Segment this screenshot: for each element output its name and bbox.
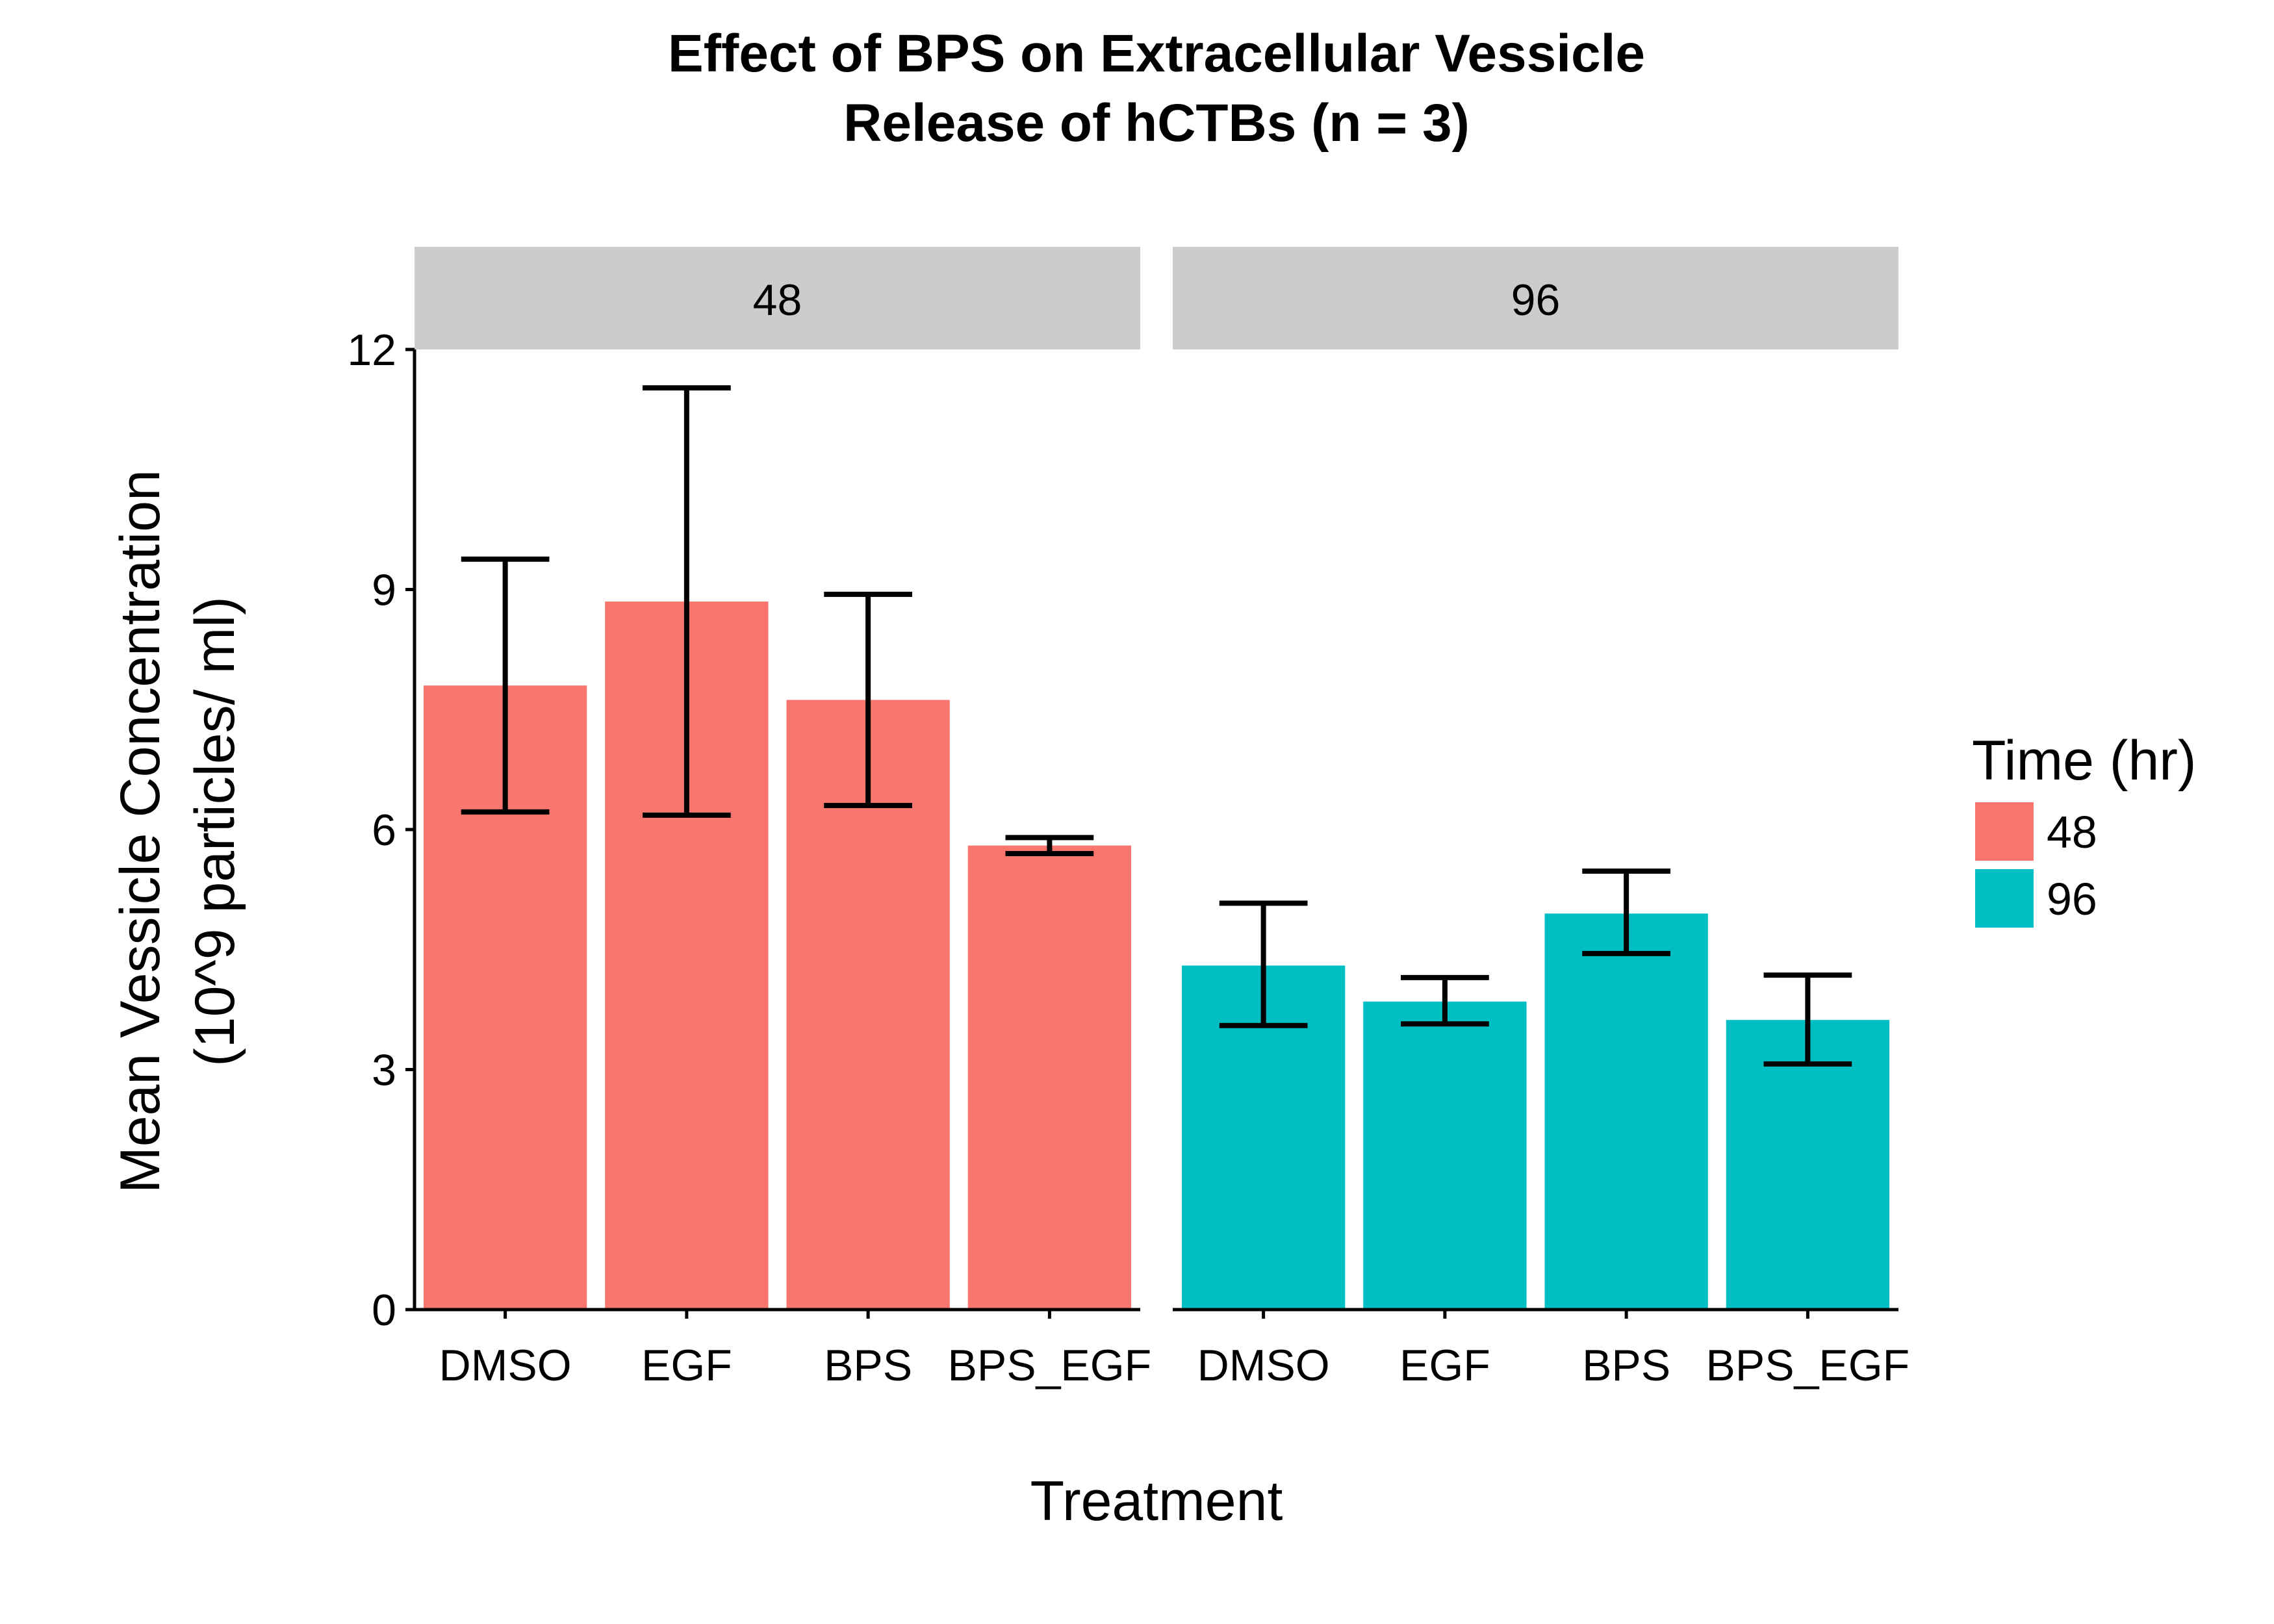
- x-tick-label-96-BPS: BPS: [1582, 1341, 1670, 1390]
- error-bar-48-DMSO: [461, 556, 550, 815]
- error-bar-96-BPS_EGF: [1763, 972, 1852, 1067]
- bar-48-BPS_EGF: [967, 845, 1132, 1310]
- legend-title: Time (hr): [1972, 730, 2197, 792]
- y-tick-label-3: 3: [372, 1046, 396, 1095]
- facet-strip-label-96: 96: [1511, 275, 1561, 325]
- x-tick-label-48-EGF: EGF: [641, 1341, 732, 1390]
- x-tick-label-96-DMSO: DMSO: [1197, 1341, 1330, 1390]
- error-bar-96-BPS: [1582, 869, 1670, 956]
- y-axis-title-line-1: Mean Vessicle Concentration: [109, 470, 172, 1193]
- panel-96: 96 DMSO EGF BPS BPS_EGF: [1173, 247, 1910, 1390]
- y-tick-label-0: 0: [372, 1286, 396, 1335]
- x-tick-label-96-BPS_EGF: BPS_EGF: [1706, 1341, 1910, 1390]
- x-tick-label-48-DMSO: DMSO: [439, 1341, 572, 1390]
- legend-label-96: 96: [2047, 874, 2097, 924]
- legend-swatch-96: [1975, 869, 2034, 928]
- error-bar-96-EGF: [1401, 974, 1489, 1027]
- y-axis-title-line-2: (10^9 particles/ ml): [184, 596, 246, 1067]
- bar-96-BPS_EGF: [1726, 1020, 1890, 1310]
- y-axis: 0 3 6 9 12: [347, 325, 416, 1335]
- error-bar-48-BPS_EGF: [1005, 835, 1094, 856]
- bar-96-EGF: [1363, 1001, 1527, 1310]
- bar-96-BPS: [1544, 913, 1708, 1310]
- error-bar-48-BPS: [824, 591, 912, 809]
- x-axis-title: Treatment: [1030, 1470, 1283, 1532]
- legend: Time (hr) 48 96: [1972, 730, 2197, 928]
- legend-label-48: 48: [2047, 807, 2097, 857]
- title-line-2: Release of hCTBs (n = 3): [843, 94, 1470, 153]
- title-line-1: Effect of BPS on Extracellular Vessicle: [668, 24, 1645, 83]
- x-tick-label-48-BPS: BPS: [824, 1341, 912, 1390]
- y-tick-label-6: 6: [372, 806, 396, 855]
- facet-strip-96: [1173, 247, 1898, 349]
- facet-strip-label-48: 48: [753, 275, 802, 325]
- x-tick-label-48-BPS_EGF: BPS_EGF: [948, 1341, 1152, 1390]
- facet-strip-48: [415, 247, 1140, 349]
- y-tick-label-9: 9: [372, 566, 396, 615]
- legend-swatch-48: [1975, 802, 2034, 861]
- panel-48: 48 DMSO EGF BPS BPS_EGF: [415, 247, 1151, 1390]
- y-tick-label-12: 12: [347, 325, 396, 375]
- y-axis-title: Mean Vessicle Concentration (10^9 partic…: [109, 470, 246, 1193]
- x-tick-label-96-EGF: EGF: [1399, 1341, 1490, 1390]
- error-bar-48-EGF: [643, 385, 731, 818]
- chart-title: Effect of BPS on Extracellular Vessicle …: [668, 24, 1645, 153]
- error-bar-96-DMSO: [1219, 900, 1308, 1028]
